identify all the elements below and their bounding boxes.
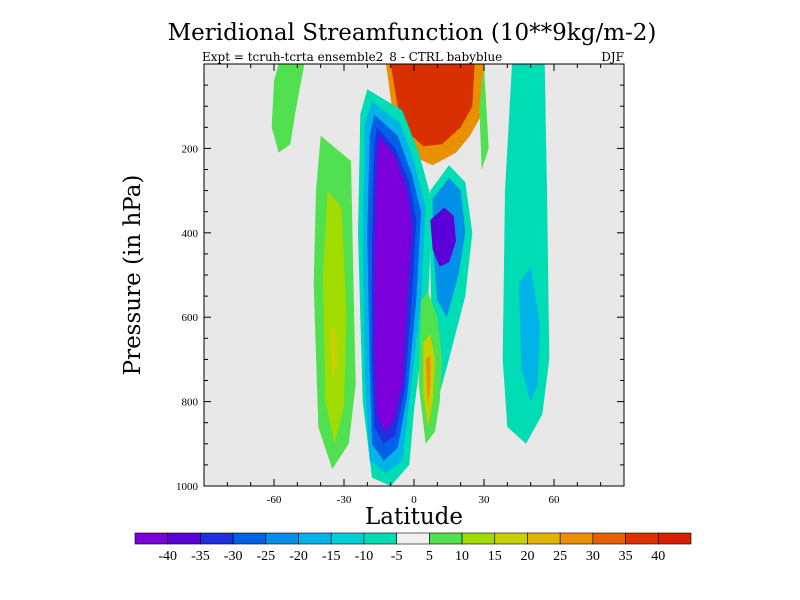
colorbar-swatch <box>559 532 594 545</box>
x-tick-label: 30 <box>479 494 491 506</box>
colorbar-swatch <box>396 532 430 545</box>
colorbar: -40 -35 -30 -25 -20 -15 -10 -5 5 10 15 20 25 30 35 40 <box>134 532 692 564</box>
colorbar-swatch <box>625 532 659 545</box>
chart-subtitle-right: DJF <box>601 50 624 64</box>
x-tick-label: -60 <box>267 494 282 506</box>
colorbar-label: -5 <box>391 549 403 564</box>
colorbar-label: -20 <box>289 549 308 564</box>
colorbar-swatch <box>494 532 528 545</box>
x-tick-label: 0 <box>411 494 417 506</box>
colorbar-swatch <box>330 532 365 545</box>
contour-sh-yellow-core <box>330 325 337 377</box>
colorbar-swatch <box>232 532 267 545</box>
colorbar-label: 35 <box>619 549 633 564</box>
colorbar-swatch <box>461 532 496 545</box>
chart-subtitle-left: Expt = tcruh-tcrta ensemble2_8 - CTRL ba… <box>202 50 502 64</box>
colorbar-label: -15 <box>322 549 341 564</box>
colorbar-swatch <box>200 532 234 545</box>
y-tick-label: 1000 <box>176 481 199 493</box>
contour-nh-lower-positive-core <box>425 355 431 406</box>
colorbar-swatch <box>134 532 169 545</box>
y-tick-label: 400 <box>182 228 199 240</box>
colorbar-label: 40 <box>651 549 665 564</box>
colorbar-swatch <box>657 532 692 545</box>
colorbar-label: 10 <box>455 549 469 564</box>
plot-area: -60 -30 0 30 60 200 400 600 800 1000 <box>176 63 625 506</box>
colorbar-swatch <box>527 532 561 545</box>
contour-nh-upper-green-thin <box>479 64 489 170</box>
colorbar-swatch <box>265 532 299 545</box>
colorbar-swatch <box>592 532 626 545</box>
plot-frame <box>203 63 625 487</box>
chart-title: Meridional Streamfunction (10**9kg/m-2) <box>168 20 657 46</box>
contour-nh-negative-core <box>430 207 456 267</box>
contour-nh-extratropical-inner <box>519 266 540 402</box>
contour-sh-yellowgreen <box>323 190 347 444</box>
colorbar-swatch <box>363 532 397 545</box>
colorbar-label: -35 <box>191 549 210 564</box>
colorbar-label: -10 <box>355 549 374 564</box>
colorbar-label: 5 <box>426 549 433 564</box>
contour-tropical-negative-core <box>374 135 412 432</box>
contour-sh-upper-green-lobe <box>271 64 305 153</box>
contour-layer <box>271 64 550 487</box>
y-tick-label: 200 <box>182 143 199 155</box>
colorbar-label: 15 <box>488 549 502 564</box>
y-axis-label: Pressure (in hPa) <box>120 175 146 376</box>
contour-nh-extratropical-outer <box>502 64 550 444</box>
colorbar-label: -25 <box>256 549 275 564</box>
colorbar-label: 30 <box>586 549 600 564</box>
colorbar-label: 20 <box>520 549 534 564</box>
x-tick-label: 60 <box>549 494 561 506</box>
colorbar-swatch <box>429 532 463 545</box>
colorbar-swatch <box>298 532 332 545</box>
x-tick-label: -30 <box>337 494 352 506</box>
colorbar-label: -30 <box>224 549 243 564</box>
x-axis-label: Latitude <box>365 504 463 530</box>
colorbar-swatch <box>167 532 201 545</box>
y-tick-label: 600 <box>182 312 199 324</box>
colorbar-label: -40 <box>158 549 177 564</box>
colorbar-label: 25 <box>553 549 567 564</box>
y-tick-label: 800 <box>182 397 199 409</box>
contour-nh-upper-positive-core <box>390 64 475 147</box>
